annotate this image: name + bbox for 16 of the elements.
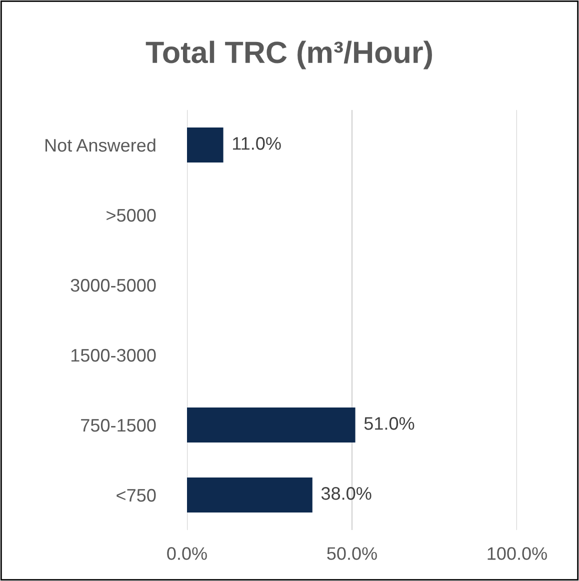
y-tick-label: <750	[116, 488, 156, 502]
data-label: 38.0%	[321, 487, 372, 500]
y-tick-label: 1500-3000	[71, 348, 156, 362]
y-tick-label: >5000	[106, 208, 156, 222]
y-tick-label: 750-1500	[81, 418, 156, 432]
x-tick-label: 0.0%	[167, 547, 207, 560]
y-tick-label: 3000-5000	[70, 278, 156, 292]
x-tick-label: 100.0%	[488, 547, 547, 560]
bar	[187, 128, 224, 162]
data-label: 11.0%	[233, 137, 281, 150]
bar	[187, 478, 312, 512]
x-tick-label: 50.0%	[327, 547, 377, 560]
y-tick-label: Not Answered	[46, 138, 156, 152]
data-label: 51.0%	[364, 417, 414, 430]
chart-title: Total TRC (m³/Hour)	[146, 40, 432, 70]
bar	[187, 408, 356, 442]
